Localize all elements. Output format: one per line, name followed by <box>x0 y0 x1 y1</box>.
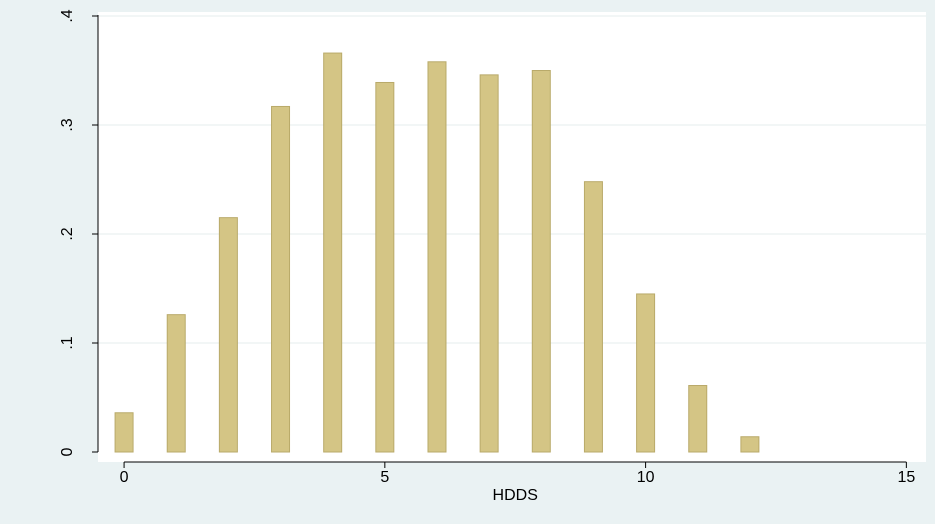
y-tick-label: 0 <box>59 447 76 456</box>
y-tick-label: .2 <box>59 227 76 240</box>
bar <box>636 293 656 453</box>
bars <box>114 52 760 453</box>
x-tick-label: 0 <box>120 469 129 486</box>
x-tick-label: 5 <box>380 469 389 486</box>
tick-labels: 0 .1 .2 .3 .4 0 5 10 15 <box>59 9 915 486</box>
bar <box>531 70 551 453</box>
x-axis-label: HDDS <box>493 487 538 504</box>
bar <box>479 74 499 453</box>
bar <box>583 181 603 453</box>
axes <box>92 15 907 468</box>
y-tick-label: .4 <box>59 9 76 22</box>
x-tick-label: 10 <box>637 469 655 486</box>
bar <box>271 105 291 453</box>
bar <box>166 314 186 453</box>
bar <box>114 412 134 453</box>
bar <box>427 61 447 453</box>
x-tick-label: 15 <box>897 469 915 486</box>
bar <box>740 436 760 453</box>
bar <box>375 81 395 453</box>
y-tick-label: .3 <box>59 118 76 131</box>
y-tick-label: .1 <box>59 336 76 349</box>
bar <box>688 385 708 453</box>
bar <box>323 52 343 453</box>
bar <box>218 217 238 453</box>
